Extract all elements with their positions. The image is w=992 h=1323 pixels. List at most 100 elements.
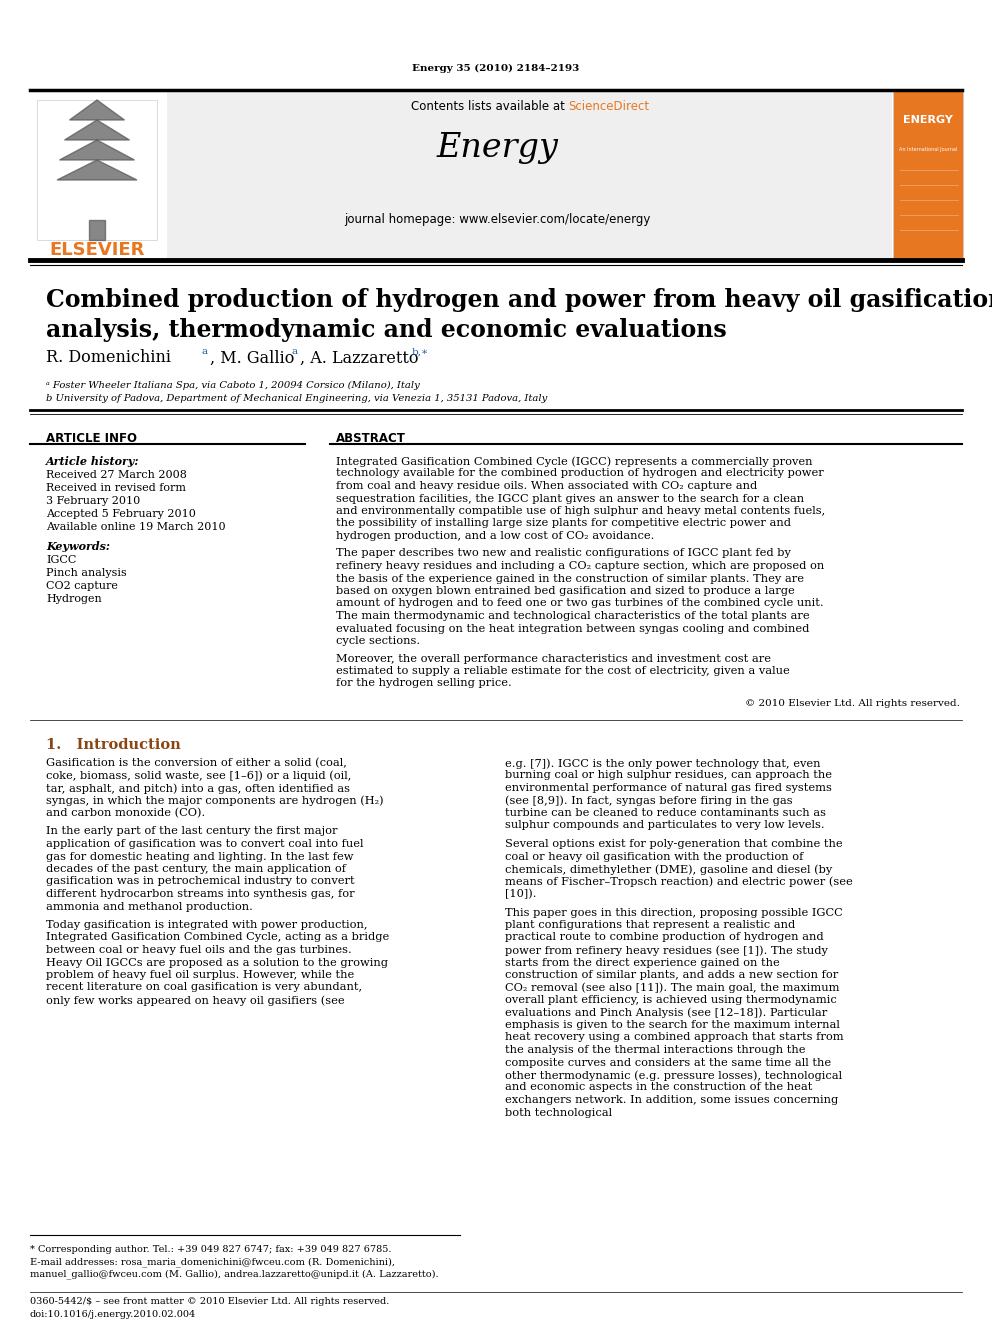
Text: heat recovery using a combined approach that starts from: heat recovery using a combined approach … (505, 1032, 843, 1043)
FancyBboxPatch shape (167, 90, 892, 258)
Text: Article history:: Article history: (46, 456, 140, 467)
Text: Keywords:: Keywords: (46, 541, 110, 552)
Text: R. Domenichini: R. Domenichini (46, 349, 171, 366)
Text: , A. Lazzaretto: , A. Lazzaretto (300, 349, 419, 366)
Text: sulphur compounds and particulates to very low levels.: sulphur compounds and particulates to ve… (505, 820, 824, 831)
FancyBboxPatch shape (893, 90, 963, 258)
Polygon shape (64, 120, 130, 140)
Text: refinery heavy residues and including a CO₂ capture section, which are proposed : refinery heavy residues and including a … (336, 561, 824, 572)
Text: 0360-5442/$ – see front matter © 2010 Elsevier Ltd. All rights reserved.: 0360-5442/$ – see front matter © 2010 El… (30, 1297, 390, 1306)
Text: Heavy Oil IGCCs are proposed as a solution to the growing: Heavy Oil IGCCs are proposed as a soluti… (46, 958, 388, 967)
Text: the analysis of the thermal interactions through the: the analysis of the thermal interactions… (505, 1045, 806, 1054)
Text: different hydrocarbon streams into synthesis gas, for: different hydrocarbon streams into synth… (46, 889, 354, 900)
Text: other thermodynamic (e.g. pressure losses), technological: other thermodynamic (e.g. pressure losse… (505, 1070, 842, 1081)
Text: means of Fischer–Tropsch reaction) and electric power (see: means of Fischer–Tropsch reaction) and e… (505, 877, 853, 886)
Text: ABSTRACT: ABSTRACT (336, 433, 406, 445)
Text: * Corresponding author. Tel.: +39 049 827 6747; fax: +39 049 827 6785.: * Corresponding author. Tel.: +39 049 82… (30, 1245, 392, 1254)
Text: cycle sections.: cycle sections. (336, 636, 421, 646)
Text: In the early part of the last century the first major: In the early part of the last century th… (46, 827, 337, 836)
Text: between coal or heavy fuel oils and the gas turbines.: between coal or heavy fuel oils and the … (46, 945, 352, 955)
FancyBboxPatch shape (30, 90, 167, 258)
Text: e.g. [7]). IGCC is the only power technology that, even: e.g. [7]). IGCC is the only power techno… (505, 758, 820, 769)
Text: Hydrogen: Hydrogen (46, 594, 102, 605)
Text: amount of hydrogen and to feed one or two gas turbines of the combined cycle uni: amount of hydrogen and to feed one or tw… (336, 598, 823, 609)
Text: journal homepage: www.elsevier.com/locate/energy: journal homepage: www.elsevier.com/locat… (344, 213, 650, 226)
Text: Available online 19 March 2010: Available online 19 March 2010 (46, 523, 225, 532)
Text: ARTICLE INFO: ARTICLE INFO (46, 433, 137, 445)
Text: CO2 capture: CO2 capture (46, 581, 118, 591)
Text: construction of similar plants, and adds a new section for: construction of similar plants, and adds… (505, 970, 838, 980)
Text: both technological: both technological (505, 1107, 612, 1118)
Text: coal or heavy oil gasification with the production of: coal or heavy oil gasification with the … (505, 852, 804, 861)
Text: ammonia and methanol production.: ammonia and methanol production. (46, 901, 253, 912)
FancyBboxPatch shape (37, 101, 157, 239)
Text: b University of Padova, Department of Mechanical Engineering, via Venezia 1, 351: b University of Padova, Department of Me… (46, 394, 548, 404)
Text: [10]).: [10]). (505, 889, 537, 900)
Text: Integrated Gasification Combined Cycle (IGCC) represents a commercially proven: Integrated Gasification Combined Cycle (… (336, 456, 812, 467)
Text: technology available for the combined production of hydrogen and electricity pow: technology available for the combined pr… (336, 468, 823, 479)
Text: Accepted 5 February 2010: Accepted 5 February 2010 (46, 509, 195, 519)
Text: environmental performance of natural gas fired systems: environmental performance of natural gas… (505, 783, 832, 792)
Text: An International Journal: An International Journal (899, 147, 957, 152)
Text: Energy: Energy (436, 132, 558, 164)
Text: Gasification is the conversion of either a solid (coal,: Gasification is the conversion of either… (46, 758, 347, 769)
Text: ENERGY: ENERGY (903, 115, 953, 124)
Text: application of gasification was to convert coal into fuel: application of gasification was to conve… (46, 839, 363, 849)
Text: Received in revised form: Received in revised form (46, 483, 186, 493)
Text: This paper goes in this direction, proposing possible IGCC: This paper goes in this direction, propo… (505, 908, 843, 917)
Text: IGCC: IGCC (46, 556, 76, 565)
Text: turbine can be cleaned to reduce contaminants such as: turbine can be cleaned to reduce contami… (505, 808, 826, 818)
Text: composite curves and considers at the same time all the: composite curves and considers at the sa… (505, 1057, 831, 1068)
Text: the basis of the experience gained in the construction of similar plants. They a: the basis of the experience gained in th… (336, 573, 804, 583)
Text: recent literature on coal gasification is very abundant,: recent literature on coal gasification i… (46, 983, 362, 992)
Text: doi:10.1016/j.energy.2010.02.004: doi:10.1016/j.energy.2010.02.004 (30, 1310, 196, 1319)
Text: Pinch analysis: Pinch analysis (46, 568, 127, 578)
Text: gas for domestic heating and lighting. In the last few: gas for domestic heating and lighting. I… (46, 852, 353, 861)
Text: Integrated Gasification Combined Cycle, acting as a bridge: Integrated Gasification Combined Cycle, … (46, 933, 389, 942)
Text: and environmentally compatible use of high sulphur and heavy metal contents fuel: and environmentally compatible use of hi… (336, 505, 825, 516)
Text: manuel_gallio@fwceu.com (M. Gallio), andrea.lazzaretto@unipd.it (A. Lazzaretto).: manuel_gallio@fwceu.com (M. Gallio), and… (30, 1269, 438, 1279)
Text: starts from the direct experience gained on the: starts from the direct experience gained… (505, 958, 780, 967)
Text: emphasis is given to the search for the maximum internal: emphasis is given to the search for the … (505, 1020, 840, 1031)
Text: problem of heavy fuel oil surplus. However, while the: problem of heavy fuel oil surplus. Howev… (46, 970, 354, 980)
Polygon shape (69, 101, 125, 120)
Text: chemicals, dimethylether (DME), gasoline and diesel (by: chemicals, dimethylether (DME), gasoline… (505, 864, 832, 875)
Text: ᵃ Foster Wheeler Italiana Spa, via Caboto 1, 20094 Corsico (Milano), Italy: ᵃ Foster Wheeler Italiana Spa, via Cabot… (46, 381, 420, 390)
Text: based on oxygen blown entrained bed gasification and sized to produce a large: based on oxygen blown entrained bed gasi… (336, 586, 795, 595)
Text: from coal and heavy residue oils. When associated with CO₂ capture and: from coal and heavy residue oils. When a… (336, 482, 757, 491)
Text: Today gasification is integrated with power production,: Today gasification is integrated with po… (46, 919, 367, 930)
Text: ELSEVIER: ELSEVIER (50, 241, 145, 259)
Text: gasification was in petrochemical industry to convert: gasification was in petrochemical indust… (46, 877, 354, 886)
Text: tar, asphalt, and pitch) into a gas, often identified as: tar, asphalt, and pitch) into a gas, oft… (46, 783, 350, 794)
Text: estimated to supply a reliable estimate for the cost of electricity, given a val: estimated to supply a reliable estimate … (336, 665, 790, 676)
Text: syngas, in which the major components are hydrogen (H₂): syngas, in which the major components ar… (46, 795, 384, 806)
Text: Energy 35 (2010) 2184–2193: Energy 35 (2010) 2184–2193 (413, 64, 579, 73)
Polygon shape (89, 220, 105, 239)
Text: The paper describes two new and realistic configurations of IGCC plant fed by: The paper describes two new and realisti… (336, 549, 791, 558)
Text: Several options exist for poly-generation that combine the: Several options exist for poly-generatio… (505, 839, 842, 849)
Text: practical route to combine production of hydrogen and: practical route to combine production of… (505, 933, 823, 942)
Text: sequestration facilities, the IGCC plant gives an answer to the search for a cle: sequestration facilities, the IGCC plant… (336, 493, 805, 504)
Text: evaluated focusing on the heat integration between syngas cooling and combined: evaluated focusing on the heat integrati… (336, 623, 809, 634)
Text: ScienceDirect: ScienceDirect (568, 101, 650, 114)
Text: coke, biomass, solid waste, see [1–6]) or a liquid (oil,: coke, biomass, solid waste, see [1–6]) o… (46, 770, 351, 781)
Polygon shape (57, 160, 137, 180)
Polygon shape (60, 140, 135, 160)
Text: a: a (292, 348, 299, 356)
Text: and economic aspects in the construction of the heat: and economic aspects in the construction… (505, 1082, 812, 1093)
Text: overall plant efficiency, is achieved using thermodynamic: overall plant efficiency, is achieved us… (505, 995, 836, 1005)
Text: the possibility of installing large size plants for competitive electric power a: the possibility of installing large size… (336, 519, 791, 528)
Text: (see [8,9]). In fact, syngas before firing in the gas: (see [8,9]). In fact, syngas before firi… (505, 795, 793, 806)
Text: a: a (201, 348, 207, 356)
Text: decades of the past century, the main application of: decades of the past century, the main ap… (46, 864, 346, 875)
Text: CO₂ removal (see also [11]). The main goal, the maximum: CO₂ removal (see also [11]). The main go… (505, 983, 839, 994)
Text: power from refinery heavy residues (see [1]). The study: power from refinery heavy residues (see … (505, 945, 828, 955)
Text: 3 February 2010: 3 February 2010 (46, 496, 140, 505)
Text: evaluations and Pinch Analysis (see [12–18]). Particular: evaluations and Pinch Analysis (see [12–… (505, 1008, 827, 1019)
Text: for the hydrogen selling price.: for the hydrogen selling price. (336, 679, 512, 688)
Text: Moreover, the overall performance characteristics and investment cost are: Moreover, the overall performance charac… (336, 654, 771, 664)
Text: burning coal or high sulphur residues, can approach the: burning coal or high sulphur residues, c… (505, 770, 832, 781)
Text: b,∗: b,∗ (412, 348, 429, 356)
Text: , M. Gallio: , M. Gallio (210, 349, 295, 366)
Text: E-mail addresses: rosa_maria_domenichini@fwceu.com (R. Domenichini),: E-mail addresses: rosa_maria_domenichini… (30, 1257, 395, 1267)
